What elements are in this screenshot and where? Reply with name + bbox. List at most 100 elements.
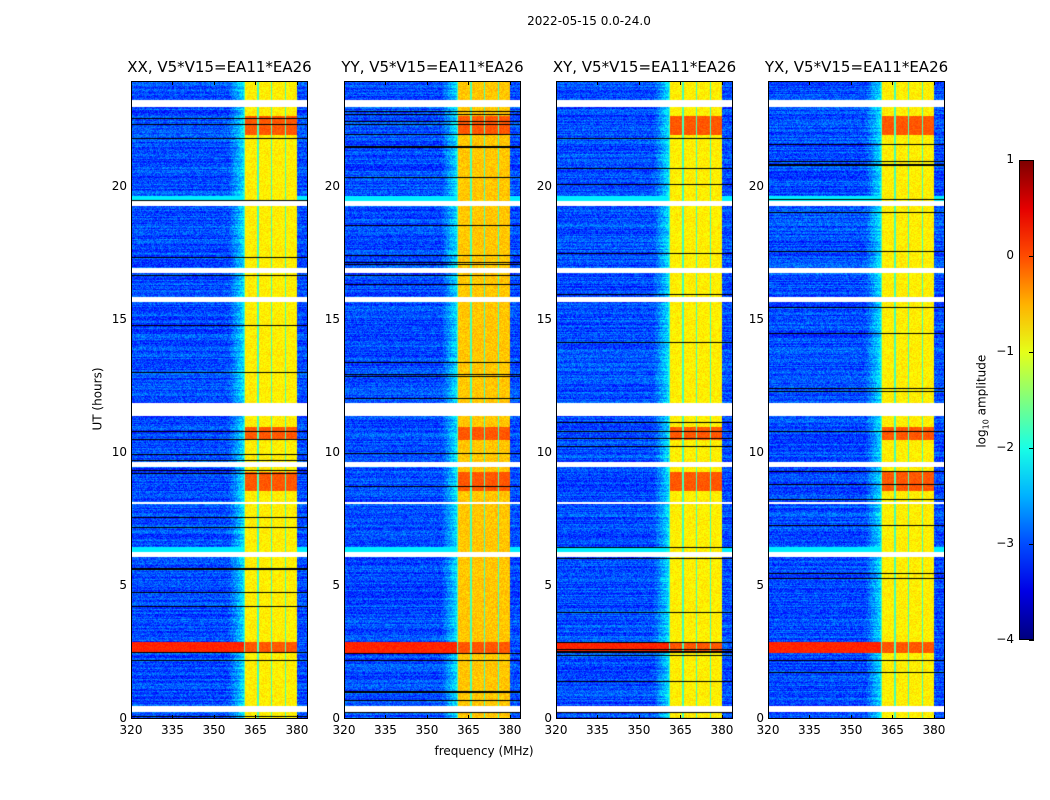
y-tick-label: 0 <box>332 711 340 725</box>
x-tick <box>556 715 557 719</box>
x-tick <box>172 715 174 719</box>
x-tick-label: 335 <box>586 723 609 737</box>
y-tick-label: 0 <box>544 711 552 725</box>
y-tick-label: 10 <box>111 445 127 460</box>
y-tick-label: 5 <box>119 578 127 593</box>
colorbar-tick-label: −1 <box>996 344 1014 358</box>
x-tick <box>426 81 428 85</box>
colorbar-tick-label: −4 <box>996 632 1014 646</box>
y-tick-label: 10 <box>536 445 552 460</box>
x-tick <box>296 715 298 719</box>
x-tick <box>850 715 852 719</box>
heatmap-image <box>556 81 733 719</box>
x-tick-label: 320 <box>756 723 780 737</box>
figure-title: 2022-05-15 0.0-24.0 <box>527 14 651 28</box>
colorbar-tick <box>1029 544 1034 545</box>
panel-title: XY, V5*V15=EA11*EA26 <box>552 58 737 76</box>
x-tick-label: 335 <box>798 723 821 737</box>
y-tick-label: 15 <box>748 312 764 327</box>
x-tick <box>933 81 935 85</box>
x-tick <box>131 81 132 85</box>
colorbar-tick-label: −2 <box>996 440 1014 454</box>
x-tick <box>509 81 511 85</box>
x-tick <box>344 715 345 719</box>
y-tick-label: 15 <box>111 312 127 327</box>
x-tick-label: 365 <box>244 723 267 737</box>
colorbar-tick <box>1029 256 1034 257</box>
y-axis-label: UT (hours) <box>90 367 105 431</box>
x-tick <box>509 715 511 719</box>
y-tick-label: 10 <box>748 445 764 460</box>
x-tick <box>426 715 428 719</box>
x-tick-label: 320 <box>332 723 356 737</box>
colorbar-tick <box>1029 640 1034 641</box>
x-tick <box>721 81 723 85</box>
heatmap-image <box>131 81 308 719</box>
x-tick <box>809 715 811 719</box>
x-tick <box>638 715 640 719</box>
heatmap-image <box>768 81 945 719</box>
panel-title: YY, V5*V15=EA11*EA26 <box>341 58 524 76</box>
colorbar-label: log10 amplitude <box>974 354 991 448</box>
x-tick-label: 365 <box>457 723 480 737</box>
x-tick-label: 350 <box>839 723 863 737</box>
x-tick-label: 380 <box>710 723 734 737</box>
x-tick <box>597 715 599 719</box>
x-tick <box>385 81 387 85</box>
x-tick <box>680 81 682 85</box>
x-tick <box>255 81 257 85</box>
x-tick <box>680 715 682 719</box>
x-tick-label: 320 <box>119 723 143 737</box>
panel-title: YX, V5*V15=EA11*EA26 <box>764 58 949 76</box>
colorbar-tick-label: 1 <box>1006 152 1014 166</box>
y-tick-label: 10 <box>324 445 340 460</box>
y-tick-label: 0 <box>756 711 764 725</box>
panel-title: XX, V5*V15=EA11*EA26 <box>127 58 312 76</box>
x-tick <box>172 81 174 85</box>
x-tick <box>255 715 257 719</box>
x-tick <box>468 81 470 85</box>
y-tick-label: 5 <box>544 578 552 593</box>
x-tick-label: 350 <box>415 723 439 737</box>
x-tick <box>597 81 599 85</box>
y-tick-label: 15 <box>536 312 552 327</box>
panel-3: XY, V5*V15=EA11*EA26 <box>553 58 736 719</box>
y-tick-label: 20 <box>536 179 552 194</box>
x-tick-label: 335 <box>161 723 184 737</box>
colorbar-tick <box>1029 352 1034 353</box>
panel-4: YX, V5*V15=EA11*EA26 <box>765 58 948 719</box>
colorbar <box>1019 160 1034 640</box>
panel-1: XX, V5*V15=EA11*EA26 <box>127 58 312 719</box>
x-axis-label: frequency (MHz) <box>434 744 534 758</box>
x-tick-label: 320 <box>544 723 568 737</box>
x-tick-label: 380 <box>498 723 522 737</box>
x-tick <box>296 81 298 85</box>
y-tick-label: 15 <box>324 312 340 327</box>
y-tick-label: 5 <box>756 578 764 593</box>
y-tick-label: 20 <box>324 179 340 194</box>
y-tick-label: 20 <box>748 179 764 194</box>
colorbar-tick <box>1029 160 1034 161</box>
x-tick <box>892 715 894 719</box>
x-tick <box>131 715 132 719</box>
heatmap-image <box>344 81 521 719</box>
colorbar-tick-label: 0 <box>1006 248 1014 262</box>
x-tick-label: 350 <box>627 723 651 737</box>
x-tick-label: 365 <box>669 723 692 737</box>
x-tick <box>213 81 215 85</box>
x-tick <box>213 715 215 719</box>
x-tick-label: 350 <box>202 723 226 737</box>
x-tick <box>892 81 894 85</box>
x-tick <box>809 81 811 85</box>
x-tick <box>768 81 769 85</box>
x-tick <box>385 715 387 719</box>
y-tick-label: 0 <box>119 711 127 725</box>
x-tick <box>344 81 345 85</box>
colorbar-tick-label: −3 <box>996 536 1014 550</box>
x-tick <box>721 715 723 719</box>
x-tick <box>556 81 557 85</box>
x-tick <box>468 715 470 719</box>
x-tick-label: 365 <box>881 723 904 737</box>
x-tick-label: 380 <box>922 723 946 737</box>
